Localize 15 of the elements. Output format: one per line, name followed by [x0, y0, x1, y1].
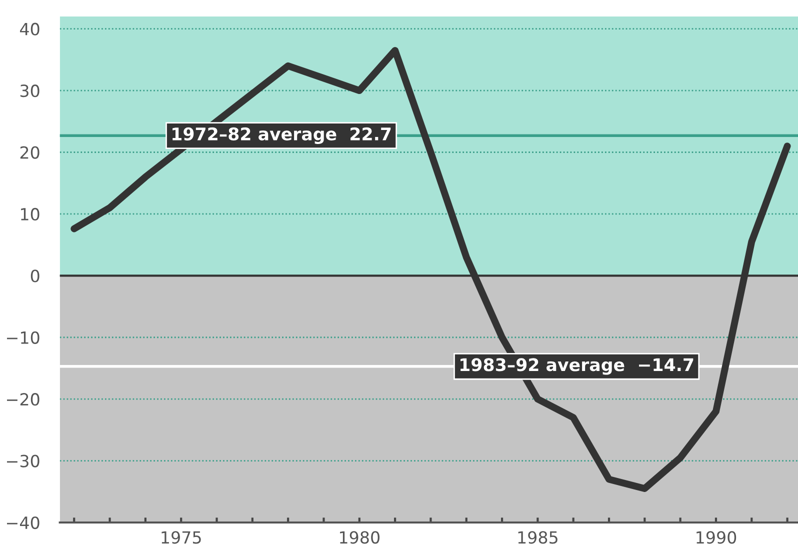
y-tick-label: −40: [6, 516, 40, 530]
y-tick-label: −30: [6, 454, 40, 468]
y-tick-label: 0: [30, 270, 40, 282]
x-tick-label: 1985: [518, 531, 558, 544]
y-tick-label: −20: [6, 393, 40, 406]
y-tick-label: 10: [21, 208, 40, 221]
y-tick-label: 40: [20, 22, 40, 36]
ref-line-label: 1972–82 average 22.7: [172, 127, 391, 144]
x-tick-label: 1975: [162, 531, 201, 544]
y-tick-label: 30: [20, 84, 40, 98]
y-tick-label: −10: [6, 331, 40, 344]
ref-line-label: 1983–92 average −14.7: [460, 358, 694, 375]
x-tick-label: 1980: [340, 531, 380, 544]
y-tick-label: 20: [20, 146, 40, 159]
x-tick-label: 1990: [696, 531, 736, 544]
